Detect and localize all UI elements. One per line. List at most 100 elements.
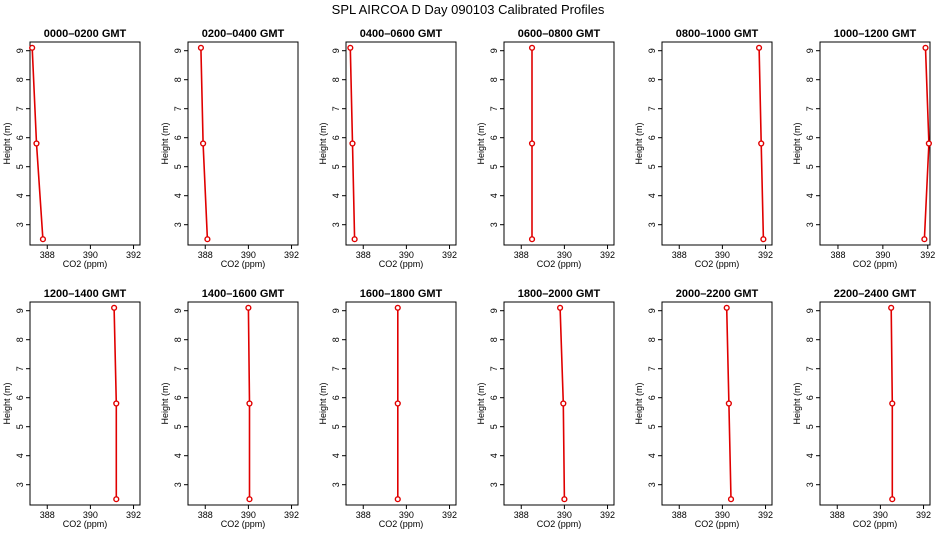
data-point [560, 400, 567, 407]
x-tick-label: 390 [557, 510, 572, 520]
y-tick-label: 6 [805, 395, 815, 400]
y-tick-label: 3 [805, 482, 815, 487]
chart-panel-7: 1200–1400 GMT 388 390 392 3 4 5 6 7 8 9 CO2 (ppm) He… [2, 288, 141, 529]
x-tick-label: 390 [241, 250, 256, 260]
x-tick-label: 392 [758, 510, 773, 520]
y-axis-label: Height (m) [634, 122, 644, 164]
y-tick-label: 8 [331, 337, 341, 342]
x-tick-label: 388 [198, 510, 213, 520]
plot-frame [503, 41, 615, 246]
data-point [246, 400, 253, 407]
y-tick-label: 5 [489, 424, 499, 429]
x-axis-label: CO2 (ppm) [853, 259, 898, 269]
y-tick-label: 6 [15, 395, 25, 400]
chart-panel-4: 0600–0800 GMT 388 390 392 3 4 5 6 7 8 9 CO2 (ppm) He… [476, 28, 615, 269]
x-tick-label: 388 [672, 510, 687, 520]
chart-panel-1: 0000–0200 GMT 388 390 392 3 4 5 6 7 8 9 CO2 (ppm) He… [2, 28, 141, 269]
y-tick-label: 4 [647, 453, 657, 458]
y-tick-label: 8 [331, 77, 341, 82]
data-point [556, 304, 564, 311]
x-tick-label: 388 [672, 250, 687, 260]
data-point [394, 304, 401, 311]
x-tick-label: 390 [399, 250, 414, 260]
y-tick-label: 7 [489, 366, 499, 371]
plot-frame [187, 301, 299, 506]
data-point [394, 400, 401, 407]
data-point [113, 400, 120, 407]
panel-title: 1400–1600 GMT [202, 288, 285, 300]
data-point [29, 44, 36, 51]
panel-title: 0000–0200 GMT [44, 28, 127, 40]
y-tick-label: 5 [173, 424, 183, 429]
x-tick-label: 392 [126, 510, 141, 520]
data-point [33, 140, 40, 147]
x-axis-label: CO2 (ppm) [537, 519, 582, 529]
y-tick-label: 6 [647, 395, 657, 400]
x-tick-label: 392 [920, 250, 935, 260]
y-tick-label: 8 [15, 337, 25, 342]
y-tick-label: 8 [647, 337, 657, 342]
y-tick-label: 8 [489, 77, 499, 82]
y-tick-label: 6 [805, 135, 815, 140]
x-axis-label: CO2 (ppm) [221, 519, 266, 529]
x-axis-label: CO2 (ppm) [379, 259, 424, 269]
plot-frame [661, 301, 773, 506]
x-tick-label: 388 [40, 250, 55, 260]
x-tick-label: 392 [916, 510, 931, 520]
y-tick-label: 7 [331, 106, 341, 111]
data-point [394, 496, 401, 503]
data-point [727, 496, 735, 503]
plot-frame [819, 41, 931, 246]
y-tick-label: 6 [331, 135, 341, 140]
x-tick-label: 390 [241, 510, 256, 520]
panel-title: 0400–0600 GMT [360, 28, 443, 40]
y-tick-label: 4 [489, 193, 499, 198]
x-tick-label: 390 [399, 510, 414, 520]
y-tick-label: 4 [15, 453, 25, 458]
y-tick-label: 9 [15, 308, 25, 313]
y-tick-label: 5 [647, 164, 657, 169]
y-tick-label: 7 [805, 106, 815, 111]
y-tick-label: 3 [647, 222, 657, 227]
y-axis-label: Height (m) [2, 122, 12, 164]
data-point [561, 496, 568, 503]
x-axis-label: CO2 (ppm) [695, 259, 740, 269]
data-point [246, 496, 253, 503]
plot-frame [29, 41, 141, 246]
x-tick-label: 390 [715, 510, 730, 520]
x-axis-label: CO2 (ppm) [63, 259, 108, 269]
y-tick-label: 6 [173, 135, 183, 140]
y-tick-label: 7 [805, 366, 815, 371]
x-tick-label: 392 [600, 250, 615, 260]
plot-frame [503, 301, 615, 506]
y-tick-label: 5 [173, 164, 183, 169]
y-tick-label: 9 [805, 308, 815, 313]
data-point [921, 236, 928, 243]
panel-title: 2200–2400 GMT [834, 288, 917, 300]
y-tick-label: 3 [15, 222, 25, 227]
chart-panel-9: 1600–1800 GMT 388 390 392 3 4 5 6 7 8 9 CO2 (ppm) He… [318, 288, 457, 529]
data-point [760, 236, 767, 243]
chart-panel-5: 0800–1000 GMT 388 390 392 3 4 5 6 7 8 9 CO2 (ppm) He… [634, 28, 773, 269]
x-tick-label: 390 [875, 250, 890, 260]
plot-frame [345, 301, 457, 506]
y-tick-label: 5 [805, 424, 815, 429]
y-tick-label: 7 [647, 106, 657, 111]
x-axis-label: CO2 (ppm) [221, 259, 266, 269]
x-tick-label: 392 [758, 250, 773, 260]
x-tick-label: 388 [514, 250, 529, 260]
x-axis-label: CO2 (ppm) [853, 519, 898, 529]
data-point [39, 236, 47, 243]
x-tick-label: 388 [356, 250, 371, 260]
y-tick-label: 7 [173, 106, 183, 111]
data-point [922, 44, 929, 51]
data-point [204, 236, 211, 243]
x-tick-label: 388 [514, 510, 529, 520]
panel-title: 0200–0400 GMT [202, 28, 285, 40]
data-point [888, 304, 895, 311]
chart-panel-8: 1400–1600 GMT 388 390 392 3 4 5 6 7 8 9 CO2 (ppm) He… [160, 288, 299, 529]
data-point [347, 44, 354, 51]
panel-title: 1600–1800 GMT [360, 288, 443, 300]
y-tick-label: 3 [173, 482, 183, 487]
y-tick-label: 3 [173, 222, 183, 227]
